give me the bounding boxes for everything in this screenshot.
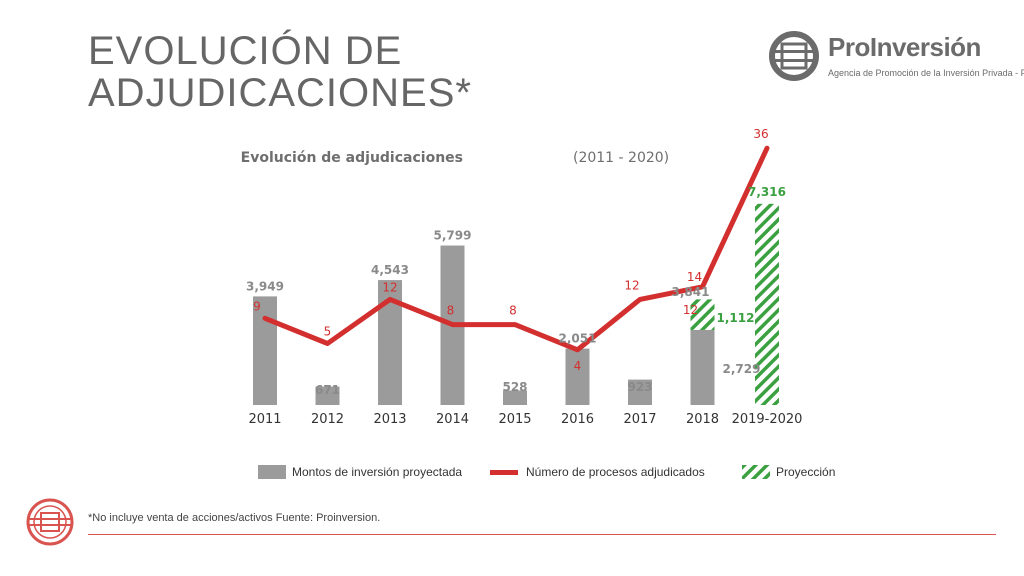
legend-label-montos: Montos de inversión proyectada bbox=[292, 465, 463, 479]
chart-legend: Montos de inversión proyectada Número de… bbox=[258, 465, 858, 485]
bar-2018 bbox=[690, 329, 715, 405]
bar-2011 bbox=[253, 296, 277, 405]
bar-label-2018: 2,729 bbox=[723, 362, 761, 376]
proinversion-seal-icon bbox=[26, 498, 74, 546]
x-tick-label-2016: 2016 bbox=[561, 412, 594, 427]
footer-divider bbox=[88, 534, 996, 535]
bar-label-2013: 4,543 bbox=[371, 263, 409, 277]
x-tick-label-2019-2020: 2019-2020 bbox=[732, 412, 803, 427]
line-label-2014: 8 bbox=[447, 304, 455, 318]
x-tick-label-2015: 2015 bbox=[498, 412, 531, 427]
line-point-2011 bbox=[263, 316, 267, 320]
line-label-2015: 8 bbox=[509, 304, 517, 318]
line-label-2016: 4 bbox=[574, 359, 582, 373]
line-point-2019-2020 bbox=[765, 146, 769, 150]
legend-item-montos: Montos de inversión proyectada bbox=[258, 465, 462, 479]
projection-bar-2018 bbox=[690, 299, 715, 330]
page-title: EVOLUCIÓN DE ADJUDICACIONES* bbox=[88, 30, 472, 114]
legend-item-proyeccion: Proyección bbox=[742, 465, 835, 479]
page-title-line1: EVOLUCIÓN DE bbox=[88, 29, 403, 73]
line-label-2018: 14 bbox=[687, 270, 702, 284]
bar-label-2011: 3,949 bbox=[246, 279, 284, 293]
line-point-2012 bbox=[326, 342, 329, 345]
bar-label-2016: 2,051 bbox=[559, 332, 597, 346]
projection-bar-2019-2020 bbox=[755, 203, 779, 405]
page-title-line2: ADJUDICACIONES* bbox=[88, 71, 472, 115]
line-point-2018 bbox=[701, 285, 704, 289]
proinversion-logo-icon bbox=[769, 31, 819, 81]
x-tick-label-2017: 2017 bbox=[623, 412, 656, 427]
x-tick-label-2011: 2011 bbox=[248, 412, 281, 427]
brand-name: ProInversión bbox=[828, 32, 981, 62]
line-label-2011: 9 bbox=[253, 299, 261, 313]
projection-label-2018: 1,112 bbox=[717, 311, 755, 325]
line-label-2019-2020: 36 bbox=[753, 127, 768, 141]
x-tick-label-2014: 2014 bbox=[436, 412, 469, 427]
legend-item-procesos: Número de procesos adjudicados bbox=[490, 465, 705, 479]
legend-swatch-bar bbox=[258, 465, 286, 479]
bar-label-2017: 923 bbox=[627, 380, 652, 394]
line-point-2016 bbox=[576, 348, 579, 352]
line-point-2017 bbox=[638, 297, 642, 301]
line-alt-label-2018: 12 bbox=[683, 303, 698, 317]
line-point-2015 bbox=[513, 323, 517, 327]
x-tick-label-2012: 2012 bbox=[311, 412, 344, 427]
legend-swatch-line bbox=[490, 469, 518, 475]
brand-subtitle: Agencia de Promoción de la Inversión Pri… bbox=[828, 68, 1024, 78]
bar-label-2014: 5,799 bbox=[434, 229, 472, 243]
line-label-2013: 12 bbox=[382, 280, 397, 294]
line-label-2012: 5 bbox=[324, 325, 332, 339]
bar-2016 bbox=[565, 348, 590, 405]
line-point-2014 bbox=[451, 323, 454, 327]
footnote: *No incluye venta de acciones/activos Fu… bbox=[88, 512, 381, 524]
x-tick-label-2018: 2018 bbox=[686, 412, 719, 427]
legend-label-procesos: Número de procesos adjudicados bbox=[526, 465, 705, 479]
bar-label-2012: 671 bbox=[315, 383, 340, 397]
line-label-2017: 12 bbox=[624, 278, 639, 292]
chart-title: Evolución de adjudicaciones bbox=[241, 150, 463, 166]
projection-label-2019-2020: 7,316 bbox=[748, 185, 786, 199]
legend-swatch-hatch bbox=[742, 465, 770, 479]
bar-label-2015: 528 bbox=[502, 380, 527, 394]
bar-2017 bbox=[628, 379, 652, 405]
x-tick-label-2013: 2013 bbox=[373, 412, 406, 427]
legend-label-proyeccion: Proyección bbox=[776, 465, 836, 479]
adjudicaciones-chart: Evolución de adjudicaciones (2011 - 2020… bbox=[241, 127, 803, 427]
bar-total-label-2018: 3,841 bbox=[672, 285, 710, 299]
chart-title-period: (2011 - 2020) bbox=[573, 150, 669, 166]
bar-2012 bbox=[315, 386, 340, 405]
bar-2015 bbox=[503, 390, 527, 405]
line-point-2013 bbox=[388, 297, 392, 301]
brand-block: ProInversión Agencia de Promoción de la … bbox=[768, 28, 1024, 84]
